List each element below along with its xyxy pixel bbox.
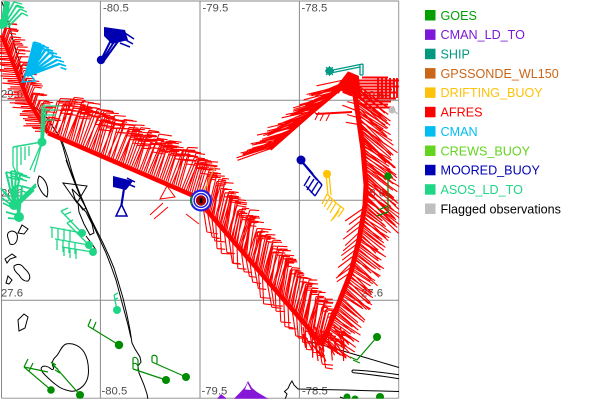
svg-text:-79.5: -79.5	[202, 386, 228, 398]
svg-text:-78.5: -78.5	[302, 3, 328, 15]
svg-text:27.6: 27.6	[1, 287, 23, 299]
svg-text:-79.5: -79.5	[203, 3, 229, 15]
svg-text:MOORED_BUOY: MOORED_BUOY	[441, 164, 541, 178]
svg-text:AFRES: AFRES	[441, 106, 483, 120]
svg-text:GOES: GOES	[441, 9, 477, 23]
svg-text:ASOS_LD_TO: ASOS_LD_TO	[441, 183, 524, 197]
svg-text:-80.5: -80.5	[102, 386, 128, 398]
svg-text:CMAN_LD_TO: CMAN_LD_TO	[441, 28, 526, 42]
svg-text:DRIFTING_BUOY: DRIFTING_BUOY	[441, 86, 544, 100]
svg-text:GPSSONDE_WL150: GPSSONDE_WL150	[441, 67, 559, 81]
svg-text:CMAN: CMAN	[441, 125, 478, 139]
svg-text:SHIP: SHIP	[441, 48, 470, 62]
svg-text:CREWS_BUOY: CREWS_BUOY	[441, 144, 531, 158]
svg-text:Flagged observations: Flagged observations	[441, 202, 561, 216]
svg-text:-80.5: -80.5	[103, 3, 129, 15]
svg-text:-78.5: -78.5	[302, 386, 328, 398]
